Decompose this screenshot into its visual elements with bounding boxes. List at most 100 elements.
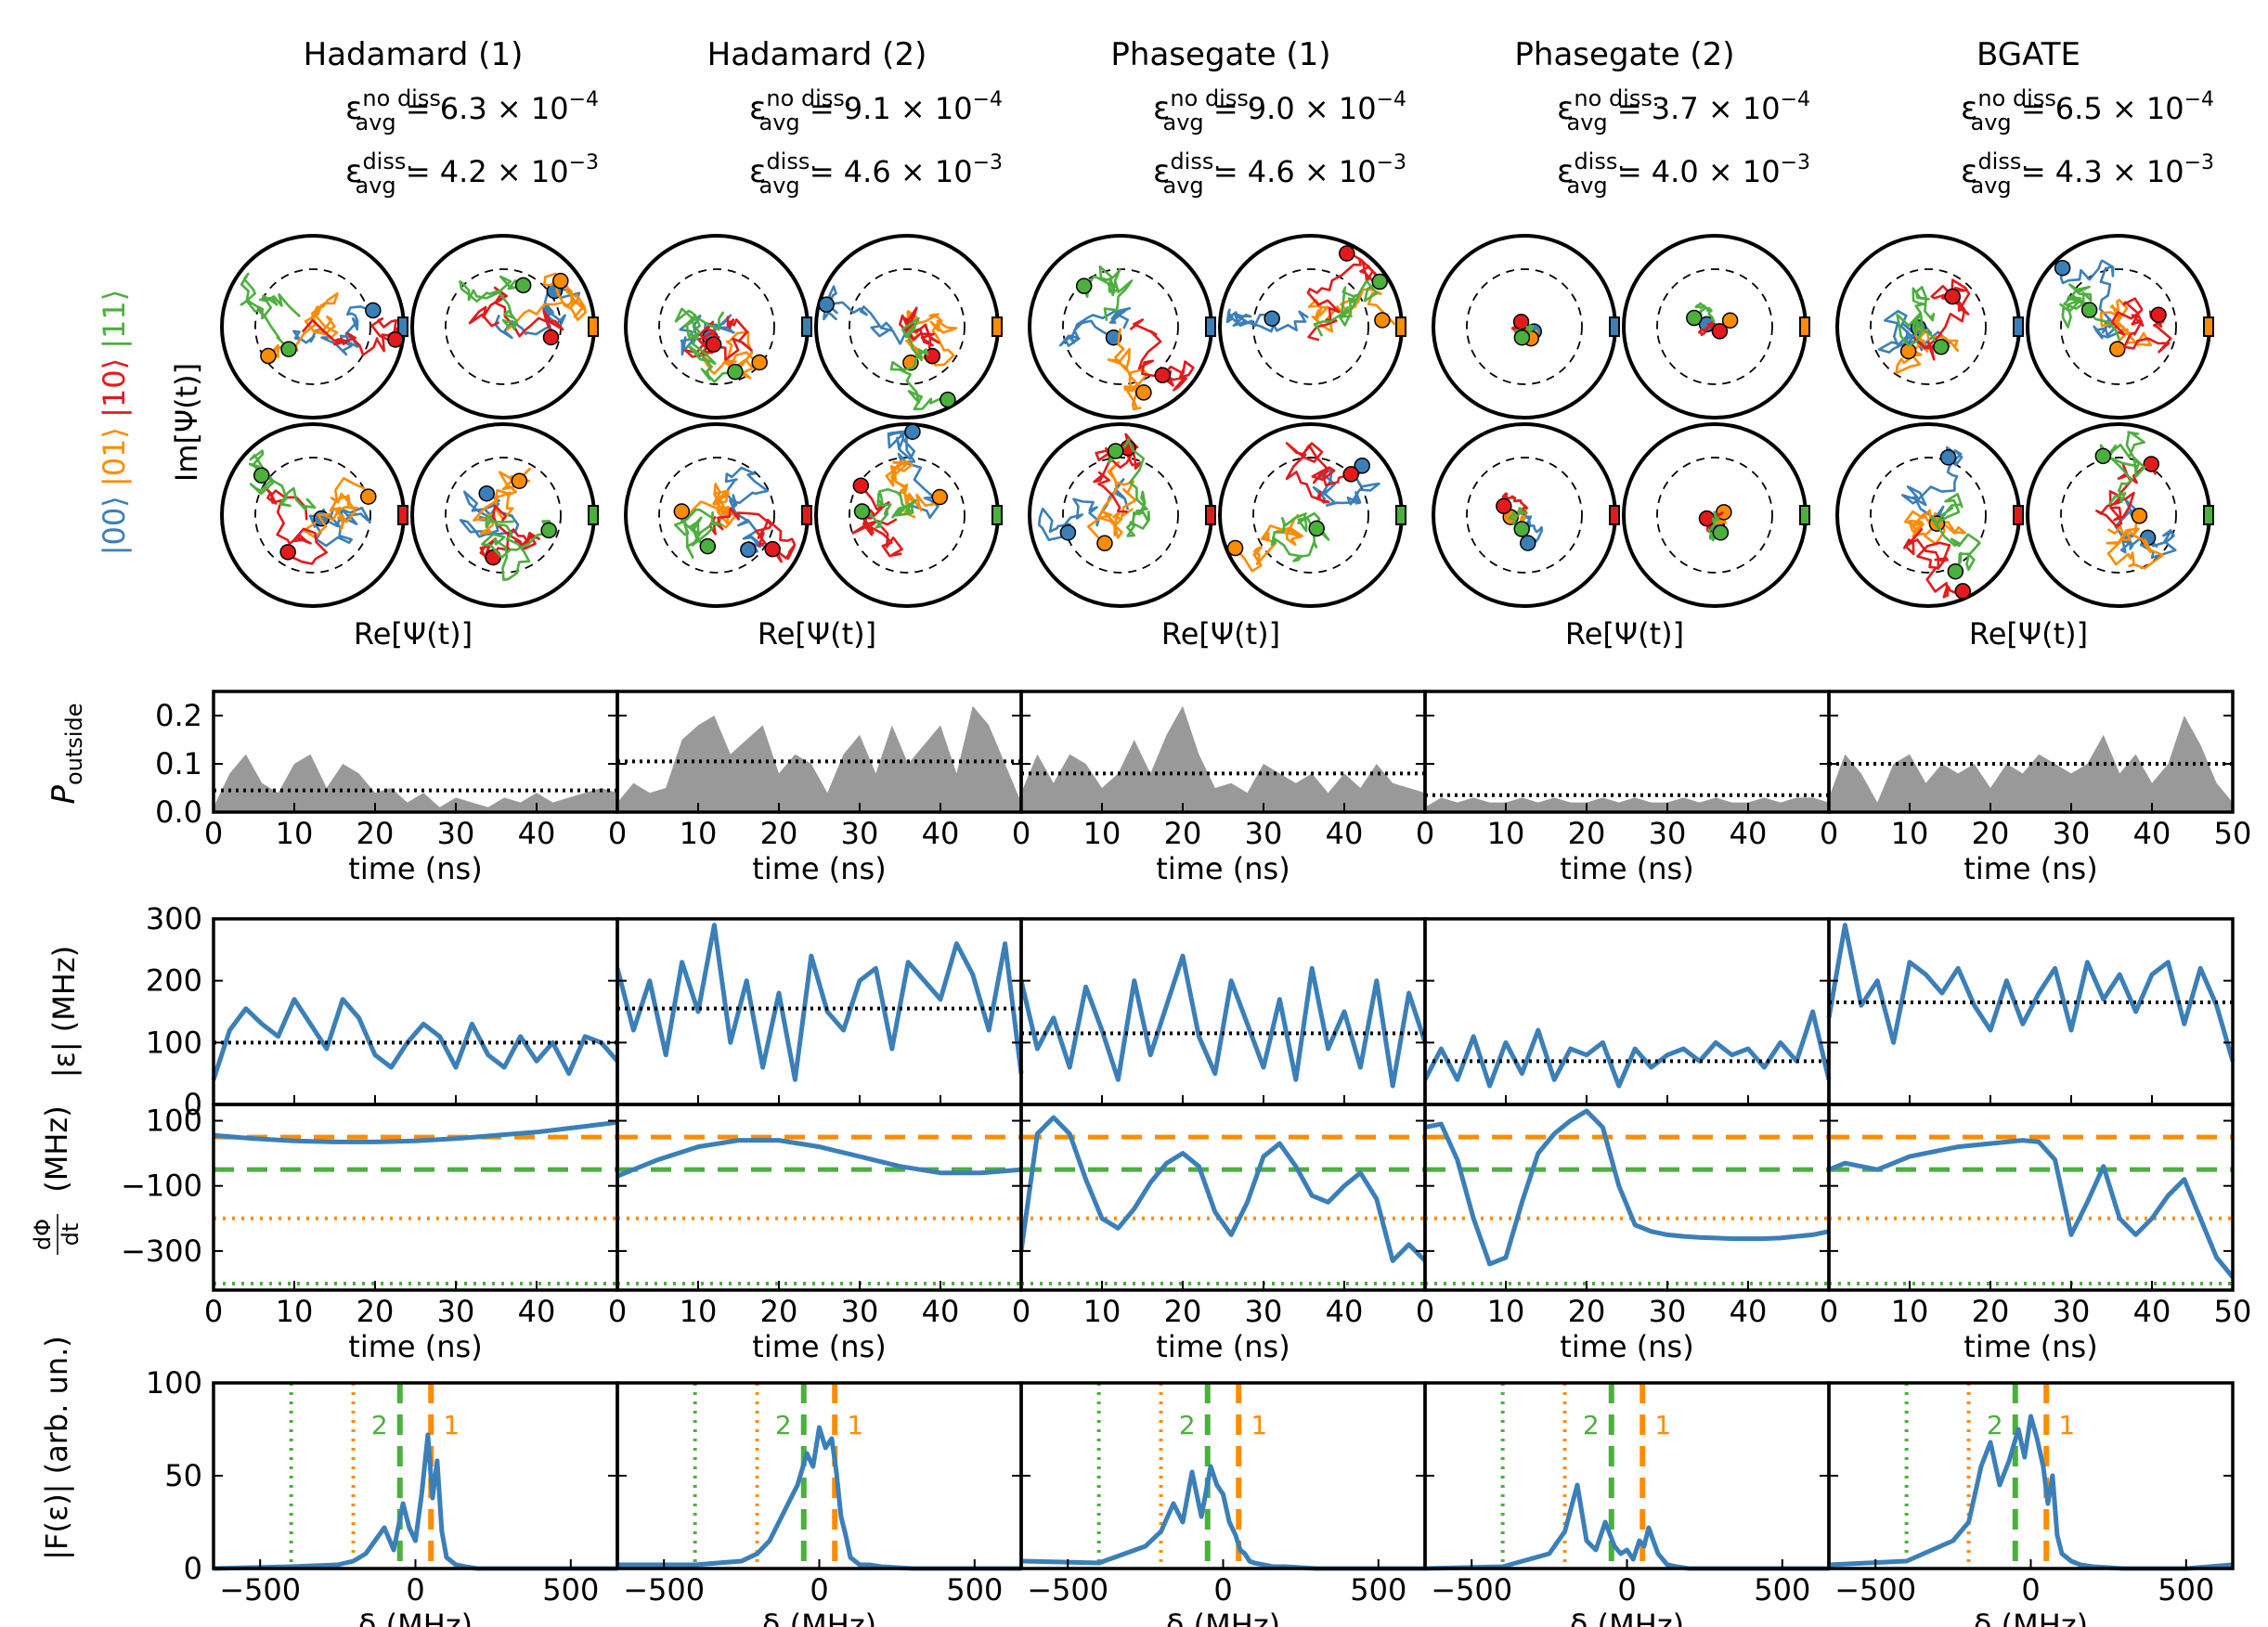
trajectory	[1312, 464, 1380, 507]
panel-frame	[212, 1103, 619, 1292]
complex-plane-panel	[1028, 422, 1216, 608]
trajectory-endpoint	[552, 272, 569, 290]
x-tick-label: 0	[1416, 816, 1434, 851]
x-tick-label: 500	[542, 1572, 599, 1608]
trajectory-endpoint	[1226, 539, 1244, 557]
error-rate: εno diss. avg = 6.3 × 10−4	[345, 85, 599, 136]
series-line	[615, 923, 1024, 1082]
series-line	[1020, 1464, 1425, 1571]
series-line	[213, 1432, 617, 1571]
x-tick-label: 30	[1245, 1294, 1283, 1329]
peak-label-1: 1	[847, 1410, 863, 1440]
panel-frame	[1019, 1103, 1427, 1292]
p-outside-area	[1021, 705, 1425, 812]
x-tick-label: 20	[356, 816, 395, 851]
x-tick-label: −500	[623, 1572, 705, 1608]
trajectory	[2099, 431, 2146, 506]
complex-plane-panels: Re[Ψ(t)] Re[Ψ(t)] Re[Ψ(t)] Re[Ψ(t)] Re[Ψ(t)]…	[97, 234, 2214, 652]
x-axis-title: time (ns)	[752, 851, 886, 886]
trajectory-endpoint	[818, 296, 835, 313]
trajectory	[720, 466, 770, 553]
panel-frame	[616, 1381, 1023, 1570]
complex-plane-panel	[624, 234, 812, 420]
trajectory-endpoint	[1308, 520, 1325, 537]
complex-plane-panel	[1218, 234, 1406, 420]
trajectory-endpoint	[1944, 288, 1962, 305]
trajectory-endpoint	[2143, 456, 2159, 472]
x-tick-label: 0	[1617, 1572, 1636, 1608]
series-line	[213, 1119, 618, 1144]
trajectory	[1513, 324, 1535, 339]
trajectory-endpoint	[1371, 273, 1388, 291]
x-tick-label: 10	[1891, 816, 1929, 851]
x-tick-label: 30	[1649, 1294, 1687, 1329]
peak-label-2: 2	[1583, 1410, 1600, 1440]
trajectory-endpoint	[1342, 466, 1360, 483]
series-line	[616, 1138, 1022, 1179]
trajectory	[889, 316, 955, 411]
column-title: Phasegate (2)	[1514, 36, 1734, 73]
phase-label-den: dt	[58, 1223, 84, 1246]
y-tick-label: 100	[146, 1104, 202, 1139]
x-tick-label: 0	[2021, 1572, 2040, 1608]
outer-circle	[1835, 234, 2021, 420]
plot-panel	[212, 1103, 619, 1292]
trajectory-endpoint	[1096, 535, 1113, 552]
trajectory-endpoint	[1512, 314, 1530, 330]
x-axis-title: time (ns)	[1156, 1329, 1290, 1364]
outer-circle	[410, 234, 596, 420]
complex-plane-panel	[410, 422, 599, 608]
re-axis-label: Re[Ψ(t)]	[1565, 616, 1684, 652]
x-tick-label: 40	[518, 816, 556, 851]
peak-label-2: 2	[775, 1410, 792, 1440]
target-marker	[2013, 316, 2024, 337]
x-tick-label: 50	[2214, 816, 2252, 851]
y-tick-label: 50	[164, 1458, 202, 1493]
complex-plane-panel	[814, 422, 1003, 608]
plot-panel	[1019, 690, 1427, 814]
x-tick-label: 20	[1164, 1294, 1202, 1329]
trajectory	[265, 486, 329, 565]
panel-frame	[1019, 1381, 1427, 1570]
trajectory	[1523, 514, 1544, 546]
complex-plane-panel	[1835, 422, 2024, 608]
trajectory	[468, 286, 564, 342]
complex-plane-panel	[624, 422, 812, 608]
target-marker	[1395, 316, 1406, 337]
trajectory-endpoint	[1135, 384, 1152, 401]
inner-dashed-circle	[1062, 457, 1179, 574]
x-tick-label: 40	[1326, 816, 1364, 851]
y-tick-label: 0.2	[155, 698, 202, 733]
x-tick-label: 40	[2133, 816, 2171, 851]
x-tick-label: 500	[2158, 1572, 2214, 1608]
series-line	[617, 1425, 1021, 1571]
trajectory-endpoint	[1059, 524, 1077, 541]
series-line	[1424, 1482, 1829, 1571]
error-rate: εdiss. avg = 4.0 × 10−3	[1557, 148, 1810, 199]
trajectory-endpoint	[931, 488, 949, 506]
x-axis-title: δ (MHz)	[358, 1608, 473, 1627]
trajectory	[1270, 511, 1330, 562]
plot-panel	[616, 690, 1023, 814]
plot-panel	[1826, 917, 2236, 1106]
inner-dashed-circle	[254, 268, 371, 385]
trajectory	[2110, 297, 2172, 354]
target-marker	[801, 316, 812, 337]
x-tick-label: 500	[946, 1572, 1003, 1608]
x-tick-label: 20	[1568, 1294, 1606, 1329]
complex-plane-panel	[1622, 234, 1810, 420]
inner-dashed-circle	[445, 268, 562, 385]
x-tick-label: 10	[1891, 1294, 1929, 1329]
inner-dashed-circle	[1252, 268, 1369, 385]
column-title: Phasegate (1)	[1110, 36, 1330, 73]
trajectory-endpoint	[1933, 339, 1950, 355]
inner-dashed-circle	[658, 457, 775, 574]
x-tick-label: 10	[1487, 816, 1525, 851]
trajectory-endpoint	[511, 472, 528, 489]
spectrum-axis-label: |F(ε)| (arb. un.)	[39, 1336, 74, 1560]
target-marker	[397, 316, 408, 337]
